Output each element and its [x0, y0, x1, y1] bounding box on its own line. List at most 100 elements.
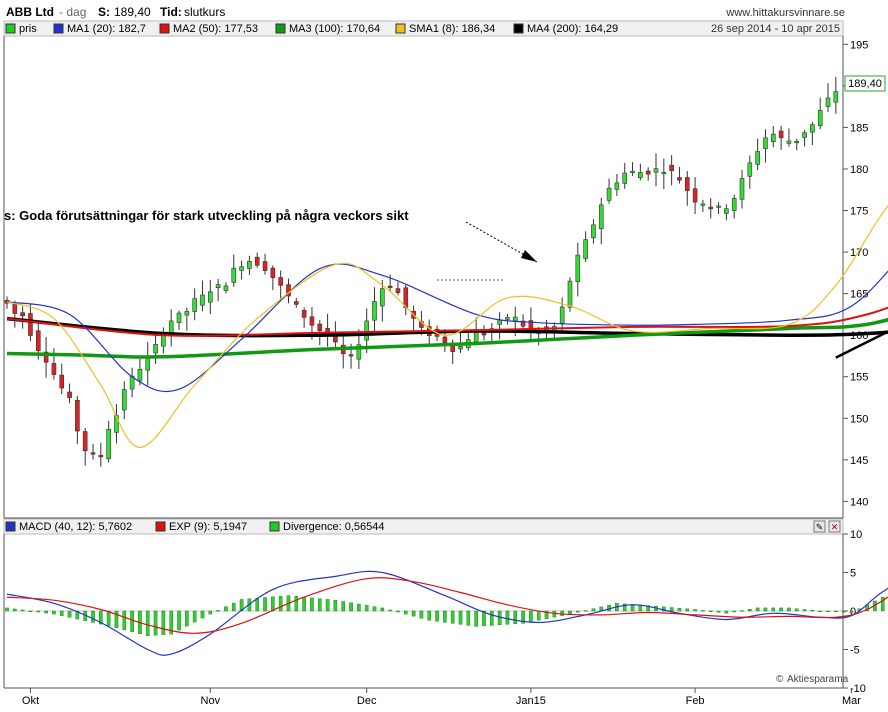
divergence-bar	[294, 596, 299, 612]
divergence-bar	[779, 607, 783, 612]
divergence-bar	[552, 610, 557, 618]
legend-bar	[3, 20, 844, 37]
candle-up	[200, 294, 205, 306]
macd-legend-items: MACD (40, 12): 5,7602 EXP (9): 5,1947 Dive…	[5, 521, 385, 533]
legend-label: SMA1 (8): 186,34	[409, 23, 495, 35]
candle-down	[28, 313, 33, 336]
divergence-bar	[568, 610, 572, 615]
divergence-bar	[325, 599, 330, 612]
legend-items: pris MA1 (20): 182,7 MA2 (50): 177,53 MA3 (…	[5, 23, 618, 35]
divergence-bar	[662, 606, 666, 612]
divergence-bar	[826, 610, 830, 613]
candle-down	[59, 374, 65, 389]
ma-line-ma3-100	[6, 318, 888, 359]
candle-up	[802, 132, 807, 138]
divergence-bar	[630, 604, 635, 612]
copyright-icon: ©	[776, 674, 784, 685]
divergence-bar	[208, 610, 213, 615]
divergence-bar	[427, 610, 432, 621]
close-label: S:	[98, 5, 110, 19]
candle-up	[622, 172, 628, 184]
divergence-bar	[622, 603, 627, 612]
site-url[interactable]: www.hittakursvinnare.se	[725, 7, 845, 19]
candle-up	[786, 140, 792, 144]
macd-y-tick-label: -5	[850, 645, 860, 657]
watermark: © Aktiesparama	[776, 674, 849, 685]
candle-up	[716, 205, 721, 208]
ma-line-ma1-20	[6, 263, 888, 393]
divergence-bar	[28, 610, 33, 613]
macd-panel: MACD (40, 12): 5,7602 EXP (9): 5,1947 Dive…	[3, 518, 888, 695]
divergence-bar	[529, 610, 533, 622]
candle-up	[747, 162, 753, 177]
divergence-bar	[834, 610, 838, 613]
arrow-annotation	[437, 221, 538, 281]
moving-averages	[6, 204, 888, 448]
candle-up	[559, 306, 565, 324]
y-tick-label: 185	[850, 122, 868, 134]
candle-up	[614, 182, 620, 190]
macd-legend-bar	[3, 518, 844, 535]
candle-up	[121, 389, 127, 411]
divergence-bar	[145, 610, 150, 636]
divergence-bar	[5, 607, 9, 612]
candle-up	[700, 203, 706, 206]
candle-up	[810, 124, 815, 133]
divergence-bar	[396, 610, 400, 613]
divergence-bar	[685, 608, 690, 612]
candle-up	[724, 208, 729, 214]
candle-up	[731, 198, 737, 211]
divergence-bar	[810, 610, 815, 612]
divergence-bar	[388, 609, 392, 612]
candle-up	[458, 346, 463, 350]
arrow-head	[521, 250, 537, 262]
candles	[4, 77, 839, 467]
candle-up	[653, 168, 659, 173]
divergence-bar	[591, 608, 596, 612]
divergence-bar	[216, 610, 220, 612]
candle-up	[833, 91, 839, 103]
divergence-bar	[443, 610, 447, 623]
divergence-bar	[185, 610, 189, 627]
candle-up	[356, 344, 362, 360]
divergence-bar	[403, 610, 408, 615]
x-axis: OktNovDecJan15FebMarApr	[22, 688, 861, 707]
candle-down	[692, 188, 698, 203]
candle-up	[215, 284, 221, 289]
divergence-bar	[802, 609, 807, 612]
divergence-bar	[278, 596, 283, 612]
divergence-bar	[364, 605, 369, 612]
candle-down	[67, 391, 72, 398]
candle-up	[825, 97, 831, 107]
settings-button[interactable]	[813, 520, 826, 533]
macd-line-macd-40-12	[6, 570, 888, 656]
divergence-bar	[724, 610, 729, 614]
time-value: slutkurs	[184, 5, 225, 19]
close-value: 189,40	[114, 5, 151, 19]
candle-up	[567, 280, 573, 308]
candle-down	[51, 363, 57, 375]
macd-legend-label: EXP (9): 5,1947	[169, 521, 247, 533]
candle-down	[75, 400, 80, 432]
candle-up	[192, 298, 197, 312]
candle-down	[90, 452, 96, 455]
candle-up	[176, 312, 182, 324]
watermark-text: Aktiesparama	[787, 674, 849, 685]
candle-down	[520, 320, 526, 327]
divergence-bar	[75, 610, 80, 620]
divergence-bar	[849, 610, 854, 613]
divergence-bar	[474, 610, 478, 627]
candle-up	[591, 224, 596, 239]
macd-legend-swatch	[5, 521, 16, 532]
y-tick-label: 155	[850, 372, 868, 384]
divergence-bar	[450, 610, 455, 624]
legend-swatch	[513, 23, 524, 34]
price-panel: 140145150155160165170175180185190195 s: …	[3, 36, 888, 519]
divergence-bar	[20, 609, 25, 612]
candle-down	[395, 288, 401, 293]
x-tick-label: Nov	[201, 695, 221, 707]
candle-up	[739, 178, 745, 200]
candle-up	[583, 239, 588, 259]
macd-y-tick-label: 5	[850, 568, 856, 580]
close-panel-button[interactable]	[828, 520, 841, 533]
